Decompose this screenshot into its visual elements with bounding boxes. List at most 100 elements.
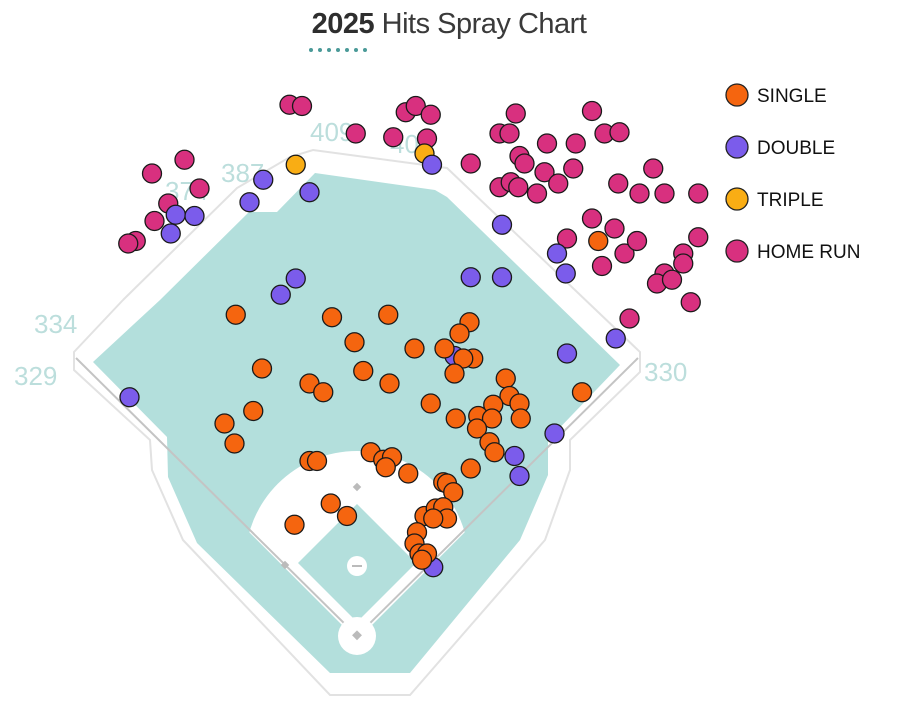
hit-point-home-run (581, 208, 603, 229)
title-underline-dots (309, 48, 367, 52)
hit-point-single (214, 413, 235, 434)
hit-point-double (160, 223, 181, 244)
hit-point-single (336, 505, 358, 527)
hit-point-home-run (420, 104, 441, 125)
hit-point-single (466, 418, 488, 439)
hit-point-home-run (291, 95, 313, 117)
hit-point-home-run (643, 158, 664, 179)
hit-point-double (555, 263, 576, 284)
pitchers-rubber (352, 565, 362, 567)
hit-point-single (398, 463, 419, 484)
hit-point-double (299, 182, 320, 203)
hit-point-single (453, 348, 474, 369)
svg-text:SINGLE: SINGLE (757, 86, 827, 107)
hit-point-double (491, 267, 513, 288)
hit-point-home-run (626, 230, 648, 252)
hit-point-single (481, 408, 503, 429)
hit-point-home-run (174, 149, 195, 170)
distance-label: 330 (644, 357, 687, 387)
hit-point-home-run (608, 173, 629, 194)
legend-item-single: SINGLE (725, 83, 827, 107)
legend-marker (725, 135, 749, 159)
hit-point-double (421, 154, 443, 175)
hit-point-home-run (526, 183, 548, 204)
hit-point-double (239, 192, 260, 213)
hit-point-home-run (189, 178, 210, 199)
hit-point-home-run (505, 103, 526, 124)
title-year: 2025 (311, 8, 375, 40)
hit-point-home-run (688, 227, 709, 248)
outfield-grass (93, 173, 620, 673)
hit-point-home-run (680, 292, 701, 313)
hit-point-single (460, 458, 481, 479)
hit-point-home-run (629, 183, 650, 204)
hit-point-double (270, 284, 291, 305)
hit-point-single (251, 358, 273, 379)
hit-point-single (510, 408, 531, 429)
hit-point-single (375, 457, 396, 478)
hit-point-home-run (661, 269, 683, 290)
hit-point-double (546, 243, 568, 264)
legend-marker (725, 187, 749, 211)
hit-point-single (344, 332, 365, 353)
hit-point-home-run (563, 158, 584, 179)
hit-point-home-run (581, 100, 603, 122)
svg-text:HOME RUN: HOME RUN (757, 242, 860, 263)
svg-text:DOUBLE: DOUBLE (757, 138, 835, 159)
title-text: Hits Spray Chart (381, 8, 587, 40)
hit-point-home-run (619, 308, 640, 329)
field (73, 148, 641, 696)
hit-point-single (224, 433, 245, 454)
hit-point-double (119, 387, 140, 408)
hit-point-home-run (141, 163, 163, 184)
hit-point-single (423, 508, 444, 529)
hit-point-single (449, 323, 470, 344)
hit-point-single (588, 230, 609, 252)
hit-point-home-run (514, 153, 535, 174)
hit-point-home-run (508, 177, 529, 198)
hit-point-single (378, 304, 399, 325)
second-base (352, 482, 362, 492)
hit-point-home-run (499, 123, 520, 144)
hit-point-home-run (609, 122, 630, 143)
hit-point-home-run (534, 162, 555, 183)
hit-point-double (509, 465, 530, 487)
hit-point-single (411, 549, 433, 570)
hit-point-single (306, 450, 328, 472)
hit-point-single (379, 373, 400, 394)
hit-point-home-run (118, 233, 139, 254)
hit-point-home-run (673, 253, 694, 274)
hit-point-home-run (405, 95, 426, 117)
hit-point-double (544, 423, 565, 444)
legend: SINGLE DOUBLE TRIPLE HOME RUN (725, 83, 860, 263)
svg-text:TRIPLE: TRIPLE (757, 190, 824, 211)
hit-point-single (243, 400, 264, 422)
hit-point-home-run (604, 218, 625, 239)
right-foul-line (356, 357, 639, 637)
hit-point-home-run (654, 183, 675, 204)
hit-point-home-run (144, 210, 165, 232)
hit-point-single (284, 514, 305, 535)
hit-point-single (495, 368, 516, 389)
legend-item-double: DOUBLE (725, 135, 835, 159)
hit-point-single (571, 382, 593, 403)
hit-point-double (285, 268, 306, 289)
hit-point-double (165, 204, 186, 225)
hit-point-home-run (345, 123, 366, 144)
hit-points (118, 94, 709, 578)
hit-point-single (225, 304, 246, 325)
hit-point-home-run (614, 243, 635, 264)
hit-point-double (460, 267, 481, 288)
hit-point-single (444, 363, 465, 384)
distance-label: 334 (34, 309, 77, 339)
hit-point-double (605, 328, 626, 349)
hit-point-single (420, 393, 441, 414)
hit-point-home-run (536, 133, 558, 154)
hit-point-double (491, 214, 513, 235)
hit-point-double (253, 169, 274, 190)
hit-point-home-run (565, 133, 586, 154)
legend-marker (725, 239, 749, 263)
legend-item-home-run: HOME RUN (725, 239, 860, 263)
hit-point-home-run (548, 173, 569, 194)
